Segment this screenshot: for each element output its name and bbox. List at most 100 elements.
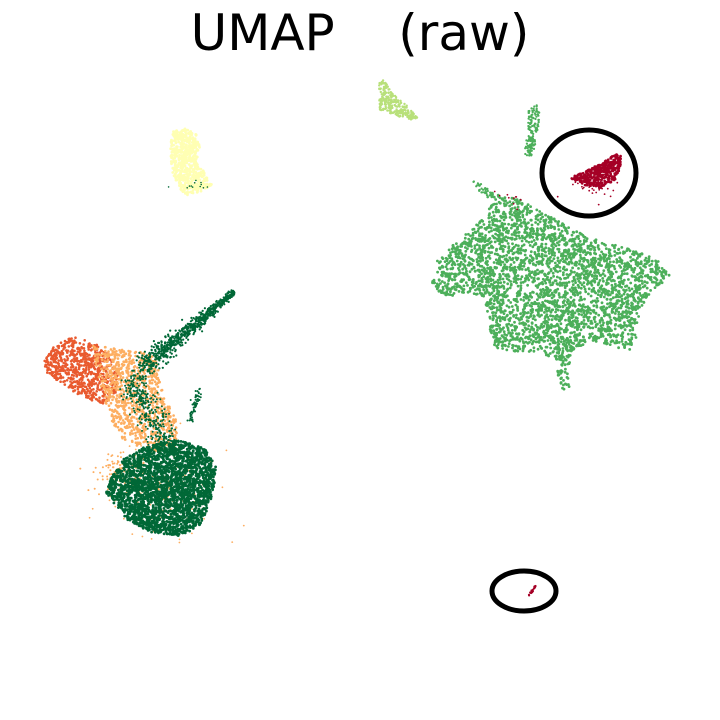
point: [174, 172, 177, 175]
point: [521, 249, 525, 252]
point: [619, 326, 623, 330]
point: [598, 279, 602, 282]
point: [564, 276, 568, 280]
point: [182, 170, 185, 173]
point: [562, 271, 565, 274]
point: [507, 299, 510, 302]
point: [506, 236, 510, 240]
point: [507, 249, 511, 253]
point: [627, 286, 631, 290]
point: [496, 297, 500, 300]
point: [582, 322, 586, 326]
point: [566, 349, 569, 353]
point: [488, 301, 492, 304]
point: [190, 141, 194, 144]
point: [535, 272, 538, 276]
point: [514, 268, 518, 272]
point: [513, 320, 516, 324]
point: [529, 328, 532, 332]
point: [593, 279, 597, 283]
point: [612, 316, 616, 320]
point: [565, 284, 569, 287]
point: [626, 319, 630, 323]
point: [623, 290, 627, 294]
point: [605, 297, 609, 301]
point: [586, 282, 589, 286]
point: [387, 91, 390, 95]
point: [620, 261, 624, 265]
point: [517, 332, 521, 335]
point: [493, 343, 496, 347]
point: [502, 210, 506, 214]
point: [516, 208, 519, 211]
point: [477, 256, 480, 259]
point: [572, 183, 574, 186]
point: [411, 113, 414, 116]
point: [447, 277, 451, 281]
point: [610, 169, 614, 173]
point: [384, 103, 387, 106]
point: [394, 110, 398, 113]
point: [522, 209, 525, 213]
point: [476, 224, 480, 227]
point: [552, 350, 555, 353]
point: [498, 219, 502, 223]
point: [577, 285, 581, 289]
point: [540, 322, 544, 326]
point: [463, 236, 467, 240]
point: [482, 288, 486, 292]
point: [523, 236, 527, 240]
point: [565, 383, 569, 386]
point: [582, 311, 586, 314]
point: [498, 337, 502, 340]
point: [613, 267, 617, 271]
point: [514, 231, 518, 235]
point: [528, 334, 532, 338]
point: [191, 186, 194, 188]
point: [596, 299, 600, 303]
point: [490, 244, 493, 248]
point: [567, 340, 571, 344]
point: [619, 157, 622, 161]
point: [186, 187, 188, 189]
point: [519, 298, 523, 301]
point: [601, 332, 604, 336]
point: [508, 200, 512, 204]
point: [612, 160, 615, 164]
point: [387, 103, 390, 106]
point: [578, 299, 581, 302]
point: [530, 107, 533, 110]
point: [503, 263, 507, 266]
point: [607, 163, 611, 166]
point: [191, 191, 195, 195]
point: [484, 291, 487, 295]
point: [571, 244, 575, 248]
point: [538, 111, 541, 114]
point: [529, 218, 533, 222]
point: [188, 130, 192, 134]
point: [535, 130, 538, 133]
point: [514, 256, 518, 260]
point: [549, 276, 553, 280]
point: [510, 203, 514, 206]
point: [558, 319, 562, 322]
point: [177, 162, 181, 166]
point: [463, 272, 467, 276]
point: [597, 261, 601, 265]
point: [514, 303, 518, 307]
point: [607, 263, 611, 266]
point: [450, 286, 454, 290]
point: [563, 357, 567, 361]
point: [534, 117, 537, 121]
point: [645, 281, 649, 285]
point: [535, 104, 538, 107]
point: [588, 281, 591, 285]
point: [591, 192, 594, 195]
point: [486, 196, 489, 199]
point: [525, 213, 529, 216]
point: [561, 267, 565, 271]
point: [553, 279, 557, 283]
point: [175, 146, 179, 150]
point: [553, 324, 557, 328]
point: [582, 325, 586, 328]
